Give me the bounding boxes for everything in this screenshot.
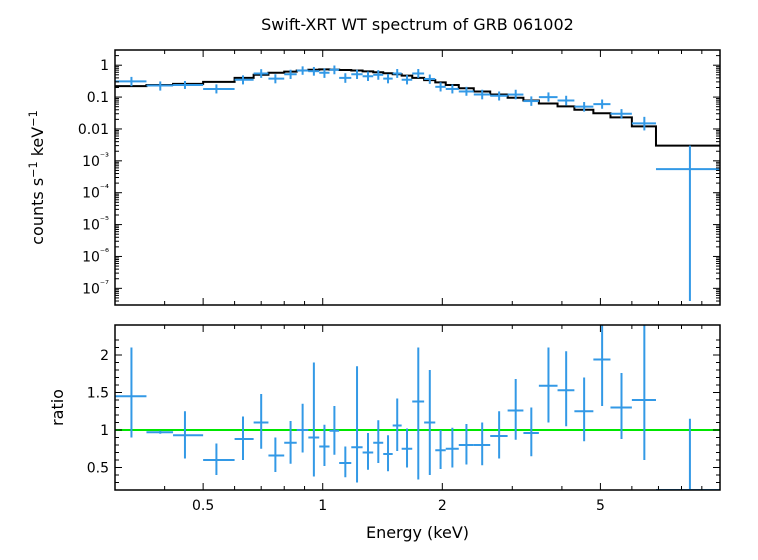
svg-text:10⁻⁵: 10⁻⁵ (82, 216, 109, 234)
data-points-bottom (115, 325, 720, 490)
spectrum-plot: Swift-XRT WT spectrum of GRB 06100210⁻⁷1… (0, 0, 758, 556)
yaxis-label-top: counts s−1 keV−1 (27, 110, 47, 244)
chart-title: Swift-XRT WT spectrum of GRB 061002 (261, 15, 574, 34)
svg-text:1: 1 (100, 423, 109, 439)
xaxis-label: Energy (keV) (366, 523, 469, 542)
svg-text:1.5: 1.5 (87, 386, 109, 402)
top-panel: 10⁻⁷ 10⁻⁶ 10⁻⁵ 10⁻⁴ 10⁻³ 0.01 0.1 1 counts s−1 k… (27, 50, 720, 305)
svg-text:1: 1 (100, 58, 109, 74)
svg-text:2: 2 (438, 498, 447, 514)
svg-text:2: 2 (100, 348, 109, 364)
svg-text:0.1: 0.1 (87, 90, 109, 106)
bottom-panel: 0.5 1 1.5 2 0.5 1 2 5 ratio (48, 325, 720, 514)
svg-text:0.5: 0.5 (192, 498, 214, 514)
svg-text:10⁻⁴: 10⁻⁴ (82, 184, 109, 202)
svg-text:10⁻³: 10⁻³ (82, 152, 109, 170)
model-curve (115, 69, 720, 145)
svg-text:0.5: 0.5 (87, 461, 109, 477)
svg-text:10⁻⁷: 10⁻⁷ (82, 279, 109, 297)
svg-text:0.01: 0.01 (78, 122, 109, 138)
yaxis-label-bottom: ratio (48, 389, 67, 426)
svg-text:5: 5 (596, 498, 605, 514)
svg-text:1: 1 (318, 498, 327, 514)
data-points-top (115, 65, 720, 301)
svg-text:10⁻⁶: 10⁻⁶ (82, 247, 109, 265)
